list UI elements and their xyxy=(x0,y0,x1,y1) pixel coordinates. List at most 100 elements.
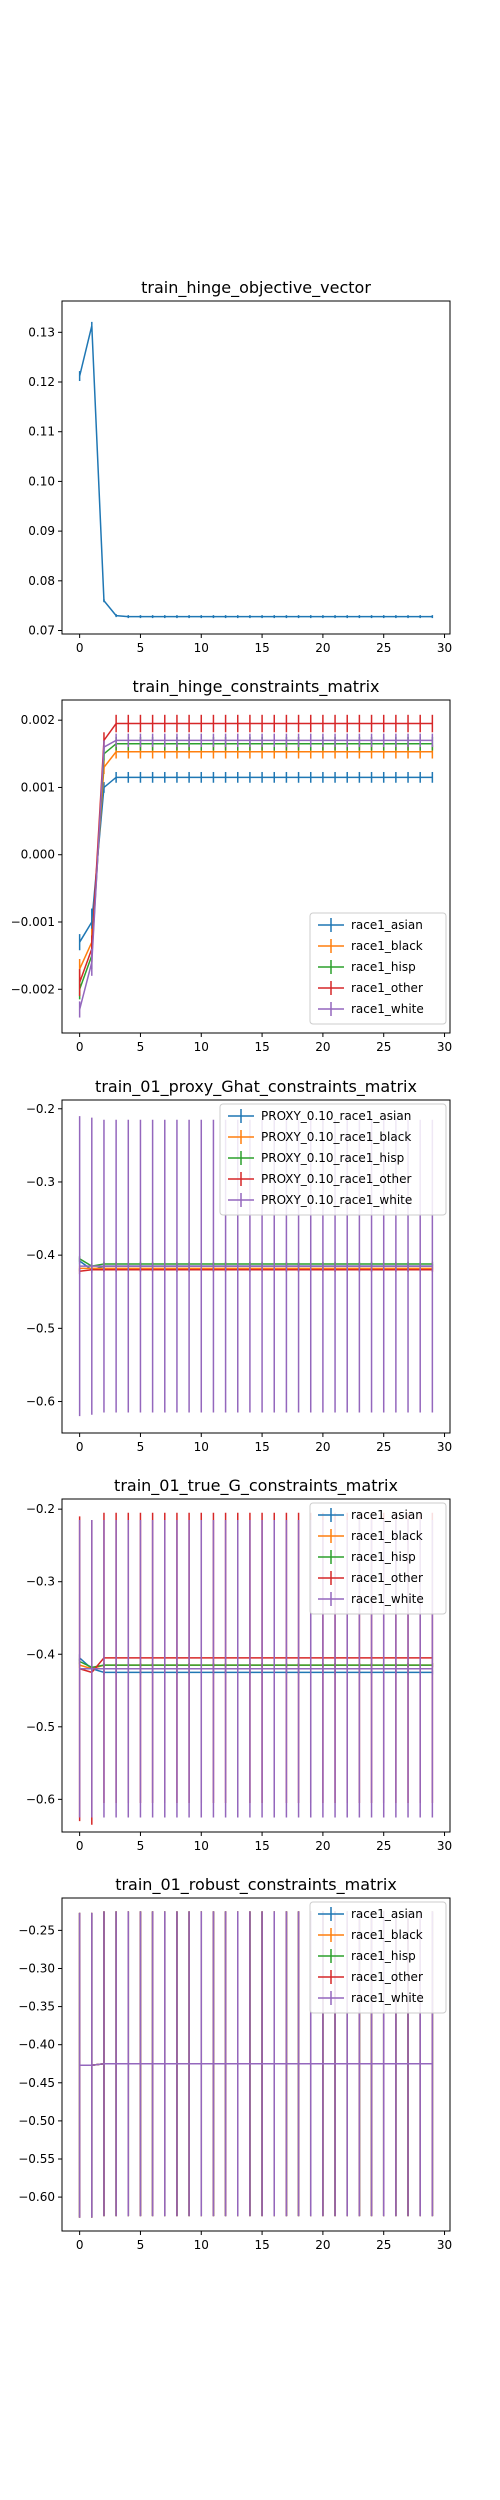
legend-label: race1_black xyxy=(351,939,423,953)
axes-frame xyxy=(61,1498,451,1833)
y-tick-label: −0.3 xyxy=(26,1175,55,1189)
x-tick-label: 15 xyxy=(254,641,269,655)
x-tick-label: 30 xyxy=(437,641,452,655)
legend-label: race1_other xyxy=(351,981,423,995)
axes-frame xyxy=(61,300,451,635)
legend-label: PROXY_0.10_race1_black xyxy=(261,1130,411,1144)
y-tick-label: −0.30 xyxy=(18,1961,55,1975)
legend-label: race1_white xyxy=(351,1592,424,1606)
y-tick-label: 0.002 xyxy=(21,713,55,727)
x-tick-label: 5 xyxy=(137,1440,145,1454)
x-tick-label: 30 xyxy=(437,1440,452,1454)
y-tick-label: 0.11 xyxy=(28,425,55,439)
y-tick-label: −0.5 xyxy=(26,1720,55,1734)
y-tick-label: −0.6 xyxy=(26,1792,55,1806)
x-tick-label: 10 xyxy=(194,1040,209,1054)
legend: race1_asian race1_black race1_hisp race1_ot… xyxy=(309,1901,447,2014)
series-line xyxy=(79,1657,433,1674)
y-tick-label: −0.002 xyxy=(11,982,55,996)
x-tick-label: 20 xyxy=(315,641,330,655)
legend-label: race1_white xyxy=(351,1991,424,2005)
legend-label: race1_asian xyxy=(351,918,423,932)
x-tick-label: 20 xyxy=(315,1440,330,1454)
x-tick-label: 10 xyxy=(194,1839,209,1853)
x-tick-label: 25 xyxy=(376,2238,391,2252)
x-tick-label: 0 xyxy=(76,1040,84,1054)
y-tick-label: −0.3 xyxy=(26,1575,55,1589)
x-tick-label: 15 xyxy=(254,2238,269,2252)
x-tick-label: 0 xyxy=(76,1440,84,1454)
x-tick-label: 25 xyxy=(376,1040,391,1054)
series-race1_white xyxy=(78,733,434,1018)
plot-area xyxy=(78,321,434,619)
legend-box xyxy=(309,912,447,1025)
x-tick-label: 20 xyxy=(315,2238,330,2252)
y-tick-label: 0.10 xyxy=(28,474,55,488)
chart-title: train_01_robust_constraints_matrix xyxy=(115,1875,397,1895)
legend-label: race1_hisp xyxy=(351,960,416,974)
series-line xyxy=(79,1657,433,1674)
series-race1_other xyxy=(78,714,434,996)
x-tick-label: 15 xyxy=(254,1839,269,1853)
series-line xyxy=(78,739,433,1010)
chart-panel-2: train_hinge_constraints_matrix 0 5 10 15 20 25… xyxy=(11,677,453,1054)
y-tick-label: −0.25 xyxy=(18,1923,55,1937)
x-tick-label: 5 xyxy=(137,1839,145,1853)
y-tick-label: −0.50 xyxy=(18,2114,55,2128)
series-line xyxy=(79,1258,433,1267)
legend-label: race1_asian xyxy=(351,1907,423,1921)
y-tick-label: 0.07 xyxy=(28,624,55,638)
legend-box xyxy=(309,1502,447,1615)
y-tick-label: −0.45 xyxy=(18,2076,55,2090)
y-tick-label: −0.55 xyxy=(18,2152,55,2166)
y-tick-label: −0.001 xyxy=(11,915,55,929)
legend-box xyxy=(309,1901,447,2014)
x-tick-label: 5 xyxy=(137,1040,145,1054)
plot-area xyxy=(78,1116,434,1417)
series-line xyxy=(78,751,433,970)
x-tick-label: 10 xyxy=(194,641,209,655)
x-tick-label: 10 xyxy=(194,1440,209,1454)
legend: PROXY_0.10_race1_asian PROXY_0.10_race1_b… xyxy=(219,1103,447,1216)
chart-panel-3: train_01_proxy_Ghat_constraints_matrix 0 5… xyxy=(26,1077,452,1454)
chart-panel-5: train_01_robust_constraints_matrix 0 5 10 15… xyxy=(18,1875,452,2252)
x-tick-label: 25 xyxy=(376,641,391,655)
series-PROXY_0.10_race1_hisp xyxy=(78,1255,434,1270)
legend-label: race1_hisp xyxy=(351,1550,416,1564)
x-tick-label: 30 xyxy=(437,2238,452,2252)
y-tick-label: −0.5 xyxy=(26,1321,55,1335)
legend-label: PROXY_0.10_race1_hisp xyxy=(261,1151,404,1165)
legend-label: race1_white xyxy=(351,1002,424,1016)
y-tick-label: −0.2 xyxy=(26,1102,55,1116)
x-tick-label: 20 xyxy=(315,1839,330,1853)
series-line xyxy=(79,2062,433,2067)
series-line xyxy=(78,776,433,943)
series-race1_black xyxy=(78,1662,434,1672)
x-tick-label: 10 xyxy=(194,2238,209,2252)
legend: race1_asian race1_black race1_hisp race1_ot… xyxy=(309,1502,447,1615)
chart-title: train_hinge_constraints_matrix xyxy=(132,677,379,697)
plot-area xyxy=(78,1512,434,1825)
legend-label: race1_other xyxy=(351,1970,423,1984)
series-line xyxy=(78,325,433,618)
x-tick-label: 20 xyxy=(315,1040,330,1054)
x-tick-label: 0 xyxy=(76,641,84,655)
y-tick-label: −0.2 xyxy=(26,1502,55,1516)
series-line xyxy=(79,1660,433,1669)
legend-label: PROXY_0.10_race1_white xyxy=(261,1193,412,1207)
chart-title: train_01_true_G_constraints_matrix xyxy=(114,1476,398,1496)
axes-frame xyxy=(61,699,451,1034)
plot-area xyxy=(78,714,434,1018)
axes-frame xyxy=(61,1099,451,1434)
series-series-0 xyxy=(78,321,434,619)
chart-panel-4: train_01_true_G_constraints_matrix 0 5 10 15… xyxy=(26,1476,452,1853)
y-tick-label: 0.08 xyxy=(28,574,55,588)
x-tick-label: 25 xyxy=(376,1839,391,1853)
x-tick-label: 5 xyxy=(137,2238,145,2252)
series-line xyxy=(79,1269,433,1273)
legend-label: race1_other xyxy=(351,1571,423,1585)
x-tick-label: 15 xyxy=(254,1040,269,1054)
x-tick-label: 0 xyxy=(76,2238,84,2252)
x-tick-label: 30 xyxy=(437,1839,452,1853)
y-tick-label: −0.4 xyxy=(26,1647,55,1661)
